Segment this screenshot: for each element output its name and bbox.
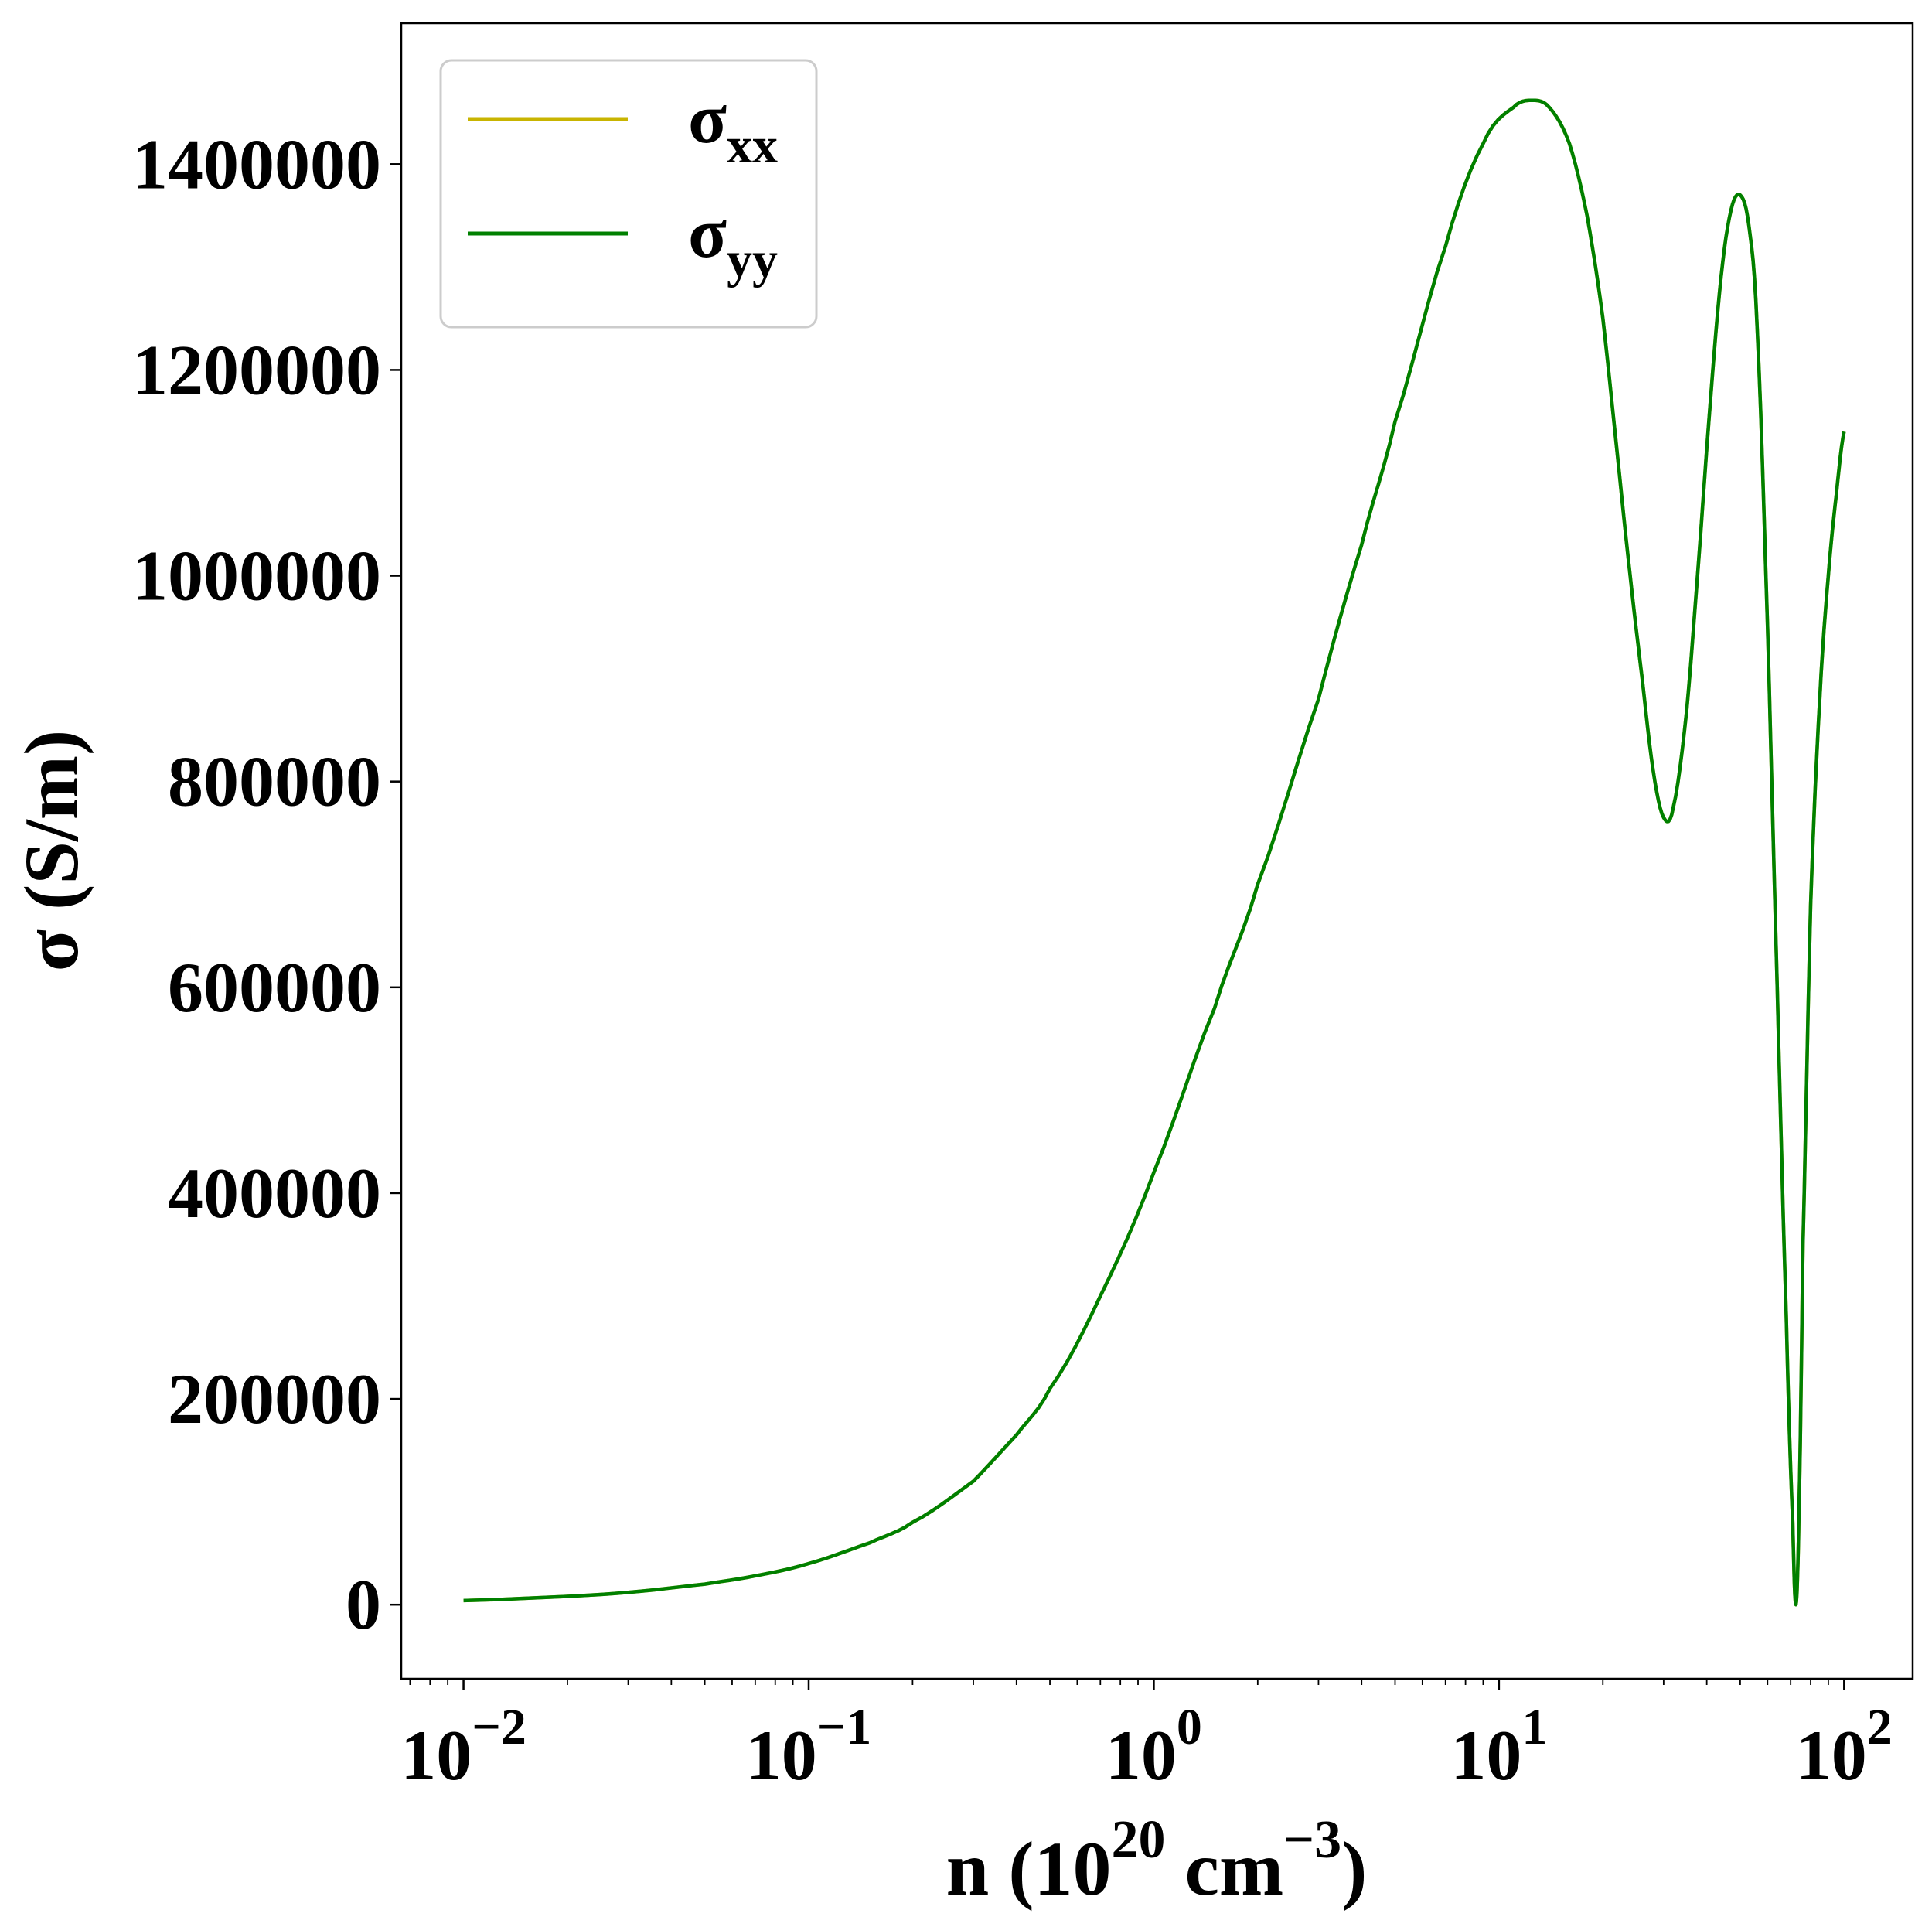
x-tick-label: 101 (1450, 1699, 1547, 1795)
x-tick-label: 10−2 (400, 1699, 526, 1795)
y-tick-label: 200000 (168, 1359, 381, 1438)
x-tick-label: 100 (1106, 1699, 1202, 1795)
axis-tick-labels: 0 200000 400000 600000 800000 1000000 1200000 1… (132, 124, 1893, 1795)
series-line-2 (463, 98, 1846, 1607)
axis-titles: n (1020 cm−3) σ (S/m) (9, 730, 1367, 1912)
legend-box (439, 59, 818, 329)
y-tick-label: 800000 (168, 742, 381, 821)
plot-frame (400, 22, 1914, 1680)
y-tick-label: 1000000 (132, 537, 381, 616)
y-tick-label: 600000 (168, 948, 381, 1027)
y-tick-label: 1400000 (132, 124, 381, 203)
series-layer (463, 98, 1846, 1607)
legend-label-1: σxx (688, 79, 778, 174)
y-tick-label: 400000 (168, 1154, 381, 1233)
y-tick-label: 1200000 (132, 330, 381, 409)
axis-ticks (390, 163, 1845, 1690)
x-tick-label: 102 (1796, 1699, 1893, 1795)
x-tick-label: 10−1 (746, 1699, 872, 1795)
legend-label-2: σyy (688, 193, 778, 288)
y-tick-label: 0 (346, 1565, 381, 1644)
legend: σxx σyy (439, 59, 818, 329)
y-axis-title: σ (S/m) (9, 730, 94, 972)
x-axis-title: n (1020 cm−3) (946, 1810, 1368, 1912)
